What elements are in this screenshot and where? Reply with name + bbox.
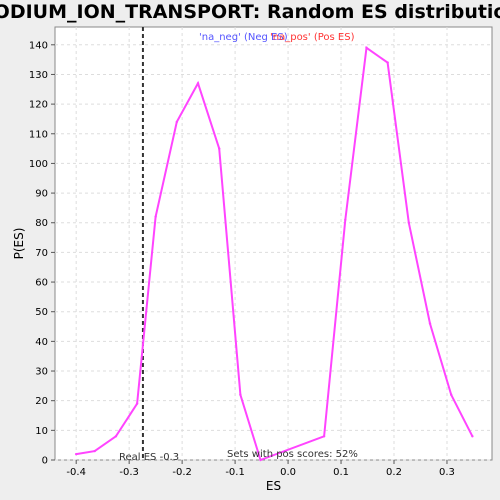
series-point bbox=[218, 147, 221, 150]
grid-lines bbox=[55, 27, 492, 461]
y-tick-label: 130 bbox=[29, 70, 48, 81]
series-point bbox=[407, 221, 411, 224]
series-point bbox=[175, 120, 179, 124]
y-tick-label: 0 bbox=[42, 456, 48, 467]
series-point bbox=[114, 435, 118, 438]
y-tick-label: 10 bbox=[35, 426, 48, 437]
series-point bbox=[74, 452, 78, 456]
series-point bbox=[322, 435, 326, 438]
series-point bbox=[450, 393, 453, 396]
y-tick-label: 140 bbox=[29, 40, 48, 51]
x-axis-label: ES bbox=[266, 479, 281, 493]
x-tick-label: -0.3 bbox=[119, 467, 139, 478]
y-tick-label: 20 bbox=[35, 396, 48, 407]
x-tick-label: 0.2 bbox=[386, 467, 402, 478]
series-point bbox=[135, 402, 139, 405]
x-tick-label: -0.4 bbox=[66, 467, 86, 478]
y-tick-label: 50 bbox=[35, 307, 48, 318]
x-axis-ticks: -0.4 -0.3 -0.2 -0.1 0.0 0.1 0.2 0.3 bbox=[66, 460, 455, 478]
y-tick-label: 80 bbox=[35, 218, 48, 229]
y-axis-label: P(ES) bbox=[12, 228, 26, 260]
y-axis-ticks: 0 10 20 30 40 50 60 70 80 90 100 110 120 130 140 bbox=[29, 40, 55, 467]
series-points bbox=[74, 46, 474, 462]
plot-area bbox=[54, 26, 493, 461]
y-tick-label: 110 bbox=[29, 129, 48, 140]
x-tick-label: 0.0 bbox=[280, 467, 296, 478]
series-point bbox=[386, 61, 389, 64]
chart-title: SODIUM_ION_TRANSPORT: Random ES distribu… bbox=[0, 1, 500, 23]
es-distribution-line bbox=[76, 46, 474, 462]
series-point bbox=[154, 215, 157, 219]
y-tick-label: 70 bbox=[35, 248, 48, 259]
series-point bbox=[239, 393, 242, 396]
x-tick-label: -0.1 bbox=[225, 467, 245, 478]
series-point bbox=[471, 435, 474, 438]
series-point bbox=[344, 218, 347, 221]
x-tick-label: -0.2 bbox=[172, 467, 192, 478]
y-tick-label: 40 bbox=[35, 337, 48, 348]
y-tick-label: 120 bbox=[29, 100, 48, 111]
pos-scores-label: Sets with pos scores: 52% bbox=[227, 449, 358, 460]
real-es-label: Real ES -0.3 bbox=[119, 452, 179, 463]
x-tick-label: 0.3 bbox=[439, 467, 455, 478]
legend-neg-es: 'na_neg' (Neg ES) bbox=[199, 32, 288, 43]
y-tick-label: 30 bbox=[35, 367, 48, 378]
y-tick-label: 90 bbox=[35, 189, 48, 200]
series-point bbox=[196, 82, 200, 85]
legend-pos-es: 'na_pos' (Pos ES) bbox=[270, 32, 355, 43]
y-tick-label: 60 bbox=[35, 278, 48, 289]
series-point bbox=[365, 46, 368, 49]
y-tick-label: 100 bbox=[29, 159, 48, 170]
x-tick-label: 0.1 bbox=[333, 467, 349, 478]
series-point bbox=[259, 458, 262, 462]
series-point bbox=[428, 322, 432, 325]
series-point bbox=[93, 449, 96, 453]
